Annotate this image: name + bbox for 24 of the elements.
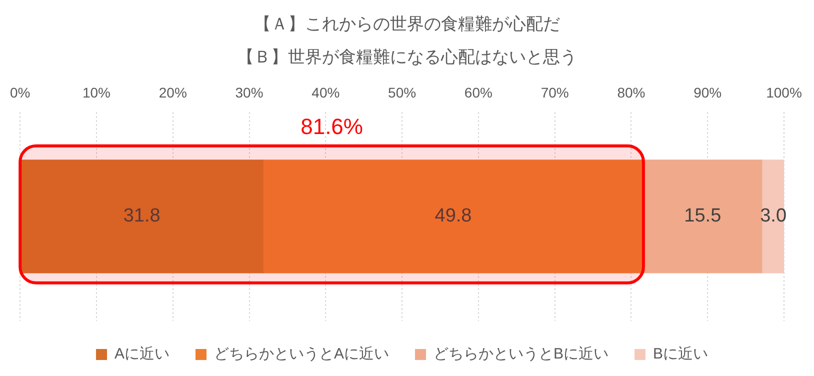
data-label: 31.8 (123, 206, 160, 227)
x-tick-label: 40% (312, 84, 340, 100)
x-tick-label: 30% (235, 84, 264, 100)
x-tick-label: 10% (82, 84, 111, 100)
x-tick-label: 20% (158, 84, 187, 100)
bar (643, 160, 762, 274)
x-tick-label: 80% (617, 84, 646, 100)
band-label: 81.6% (300, 114, 363, 139)
data-label: 49.8 (434, 206, 472, 227)
x-tick-label: 100% (766, 84, 802, 100)
x-tick-label: 50% (388, 84, 416, 100)
data-label: 3.0 (760, 206, 787, 227)
x-tick-label: 90% (694, 84, 722, 100)
legend-label: どちらかというとBに近い (434, 346, 609, 363)
legend-label: Bに近い (653, 346, 708, 363)
chart-title: 【Ａ】これからの世界の食糧難が心配だ (254, 14, 560, 34)
bar (762, 160, 784, 274)
chart-subtitle: 【Ｂ】世界が食糧難になる心配はないと思う (237, 48, 577, 67)
legend-label: Aに近い (114, 346, 170, 363)
data-label: 15.5 (684, 206, 722, 227)
x-tick-label: 60% (464, 84, 492, 100)
legend-label: どちらかというとAに近い (214, 346, 390, 363)
x-tick-label: 70% (540, 84, 569, 100)
x-tick-label: 0% (10, 84, 30, 100)
